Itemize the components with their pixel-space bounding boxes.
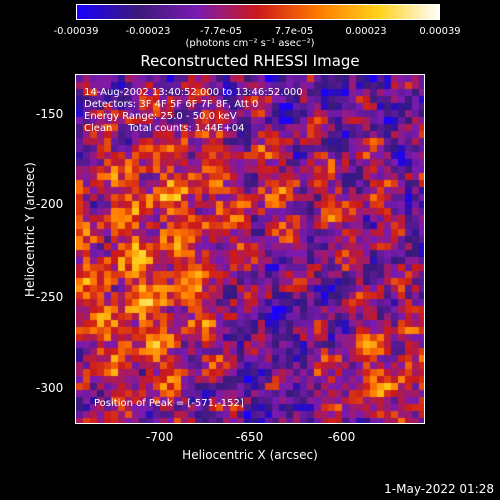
energy-range-label: Energy Range: 25.0 - 50.0 keV xyxy=(84,111,237,122)
x-tick-label: -600 xyxy=(328,430,356,444)
y-axis-title: Heliocentric Y (arcsec) xyxy=(23,162,37,297)
x-tick-label: -700 xyxy=(146,430,174,444)
x-tick-label: -650 xyxy=(236,430,264,444)
colorbar-tick: 0.00039 xyxy=(419,26,461,37)
y-tick-label: -150 xyxy=(36,107,64,121)
time-range-label: 14-Aug-2002 13:40:52.000 to 13:46:52.000 xyxy=(84,87,303,98)
peak-position-label: Position of Peak = [-571,-152] xyxy=(94,398,244,409)
timestamp-label: 1-May-2022 01:28 xyxy=(384,482,494,496)
colorbar-tick: -7.7e-05 xyxy=(200,26,242,37)
colorbar-tick: -0.00039 xyxy=(53,26,99,37)
y-tick-label: -250 xyxy=(36,290,64,304)
y-tick-label: -300 xyxy=(36,381,64,395)
y-tick-label: -200 xyxy=(36,197,64,211)
colorbar-tick: 7.7e-05 xyxy=(274,26,314,37)
plot-title: Reconstructed RHESSI Image xyxy=(140,52,360,70)
colorbar xyxy=(76,4,440,20)
x-axis-title: Heliocentric X (arcsec) xyxy=(182,448,318,462)
colorbar-tick: -0.00023 xyxy=(125,26,171,37)
colorbar-tick: 0.00023 xyxy=(345,26,387,37)
clean-counts-label: Clean Total counts: 1.44E+04 xyxy=(84,123,245,134)
image-plot: 14-Aug-2002 13:40:52.000 to 13:46:52.000… xyxy=(75,74,425,424)
heatmap-image xyxy=(76,75,424,423)
colorbar-units-label: (photons cm⁻² s⁻¹ asec⁻²) xyxy=(185,38,315,49)
detectors-label: Detectors: 3F 4F 5F 6F 7F 8F, Att 0 xyxy=(84,99,259,110)
